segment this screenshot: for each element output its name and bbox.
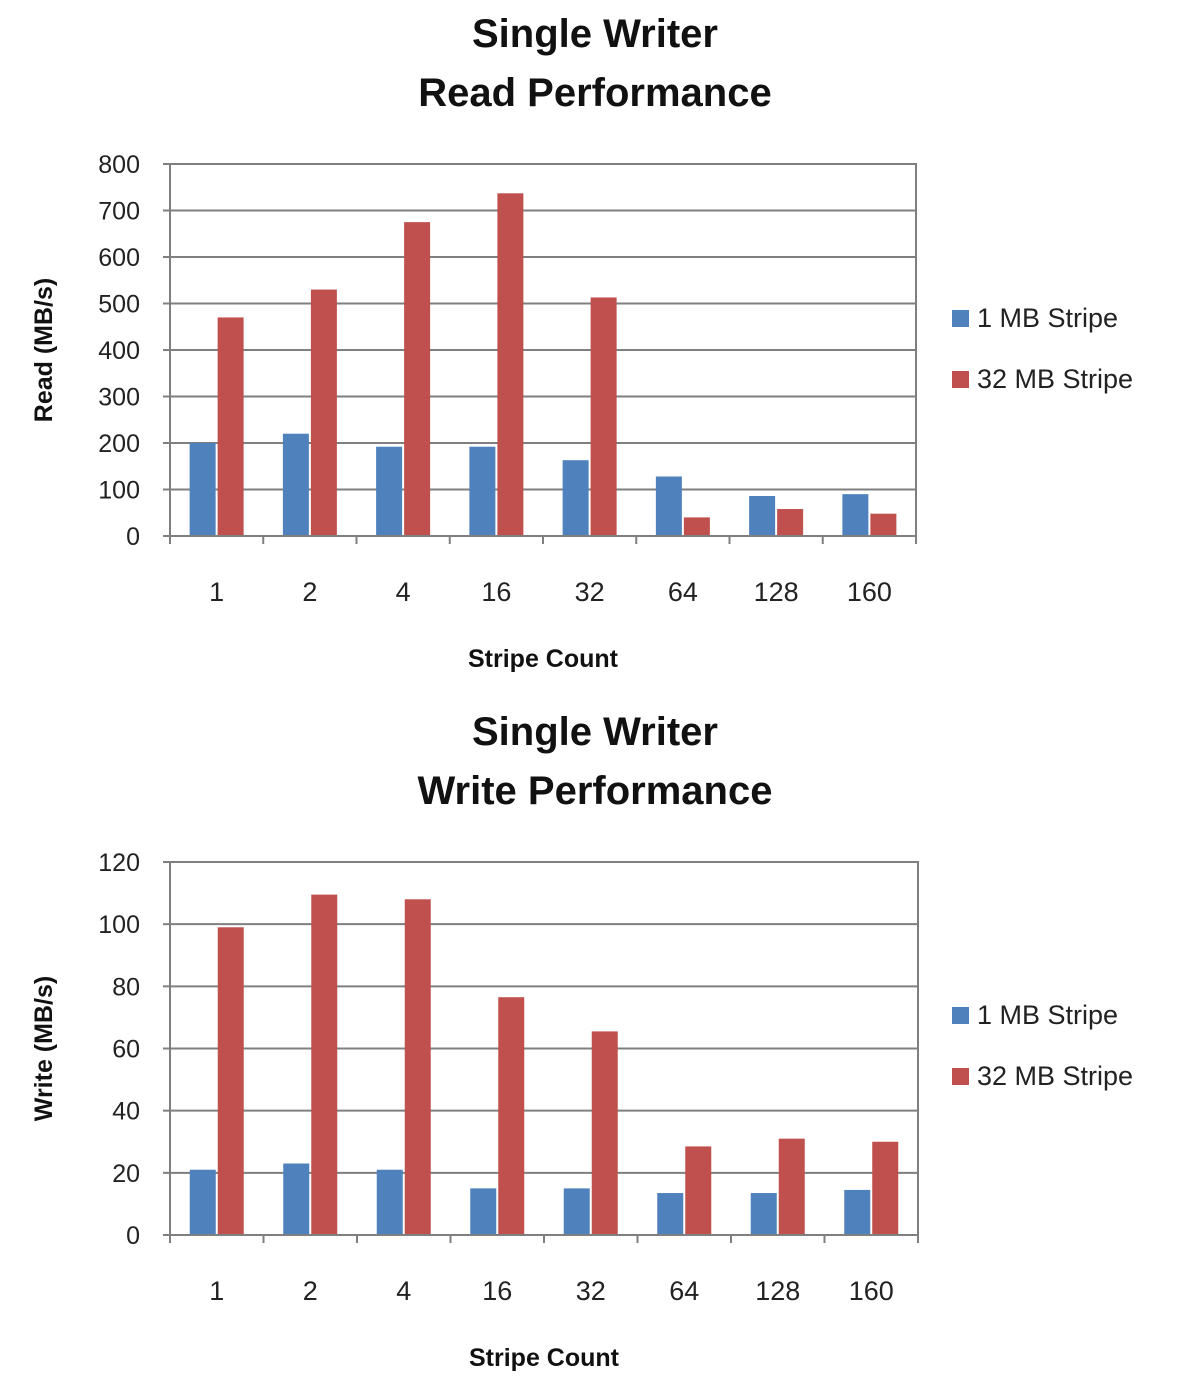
y-tick-label: 100 (98, 911, 140, 939)
x-tick-label: 160 (847, 577, 892, 607)
bar-series-1 (282, 433, 309, 536)
write-chart-plot: 0 20 40 60 80 100 120 1 2 4 16 32 64 128 160 Stripe Cou… (30, 849, 919, 1372)
x-axis-title: Stripe Count (469, 1344, 620, 1372)
bar-series-1 (842, 494, 869, 536)
y-axis-title: Write (MB/s) (30, 976, 58, 1121)
bar-series-1 (469, 446, 496, 536)
bar-series-2 (870, 513, 897, 536)
x-tick-label: 2 (303, 1276, 318, 1306)
bar-series-1 (189, 1169, 216, 1235)
x-tick-label: 1 (209, 1276, 224, 1306)
chart-title-line-2: Read Performance (418, 71, 772, 115)
y-tick-label: 20 (112, 1160, 140, 1188)
legend-swatch-series-1 (952, 1006, 969, 1024)
bar-series-2 (497, 193, 524, 537)
bar-series-2 (404, 899, 431, 1235)
y-tick-label: 100 (98, 477, 140, 505)
legend-item-series-1: 1 MB Stripe (952, 303, 1133, 333)
x-tick-label: 128 (754, 577, 799, 607)
y-tick-label: 0 (126, 1222, 140, 1250)
y-tick-label: 80 (112, 973, 140, 1001)
read-performance-chart: Single Writer Read Performance 0 100 200 30… (0, 0, 1190, 690)
legend-label-series-1: 1 MB Stripe (977, 302, 1119, 333)
bar-series-2 (217, 317, 244, 536)
y-tick-label: 120 (98, 849, 140, 877)
x-tick-label: 16 (481, 577, 511, 607)
bar-series-1 (376, 446, 403, 536)
chart-title: Single Writer Read Performance (300, 5, 890, 123)
legend-item-series-1: 1 MB Stripe (952, 1000, 1133, 1030)
chart-title-line-1: Single Writer (472, 710, 718, 754)
legend-label-series-2: 32 MB Stripe (977, 363, 1134, 394)
legend-swatch-series-2 (952, 1067, 969, 1085)
chart-legend: 1 MB Stripe 32 MB Stripe (952, 1000, 1133, 1122)
legend-item-series-2: 32 MB Stripe (952, 1061, 1133, 1091)
legend-swatch-series-1 (952, 309, 969, 327)
x-tick-label: 32 (575, 577, 605, 607)
legend-label-series-2: 32 MB Stripe (977, 1060, 1134, 1091)
y-tick-label: 40 (112, 1098, 140, 1126)
bar-series-2 (310, 289, 337, 536)
y-tick-label: 60 (112, 1036, 140, 1064)
y-tick-label: 700 (98, 198, 140, 226)
x-tick-label: 64 (668, 577, 698, 607)
x-tick-label: 2 (302, 577, 317, 607)
bar-series-2 (217, 927, 244, 1235)
y-tick-label: 800 (98, 151, 140, 179)
x-tick-label: 128 (755, 1276, 800, 1306)
legend-label-series-1: 1 MB Stripe (977, 999, 1119, 1030)
read-chart-plot: 0 100 200 300 400 500 600 700 800 1 2 4 16 32 64 128 160… (30, 151, 917, 673)
y-tick-label: 600 (98, 244, 140, 272)
legend-item-series-2: 32 MB Stripe (952, 364, 1133, 394)
bar-series-2 (777, 509, 804, 536)
chart-title: Single Writer Write Performance (300, 703, 890, 821)
bar-series-2 (778, 1138, 805, 1235)
x-tick-label: 4 (396, 577, 411, 607)
chart-title-line-1: Single Writer (472, 12, 718, 56)
write-performance-chart: Single Writer Write Performance 0 20 40 60 8… (0, 698, 1190, 1386)
bar-series-1 (655, 476, 682, 536)
bar-series-2 (591, 1031, 618, 1235)
bar-series-1 (562, 460, 589, 536)
x-axis-title: Stripe Count (468, 645, 619, 673)
x-tick-label: 32 (576, 1276, 606, 1306)
bar-series-1 (749, 496, 776, 536)
chart-legend: 1 MB Stripe 32 MB Stripe (952, 303, 1133, 425)
bar-series-2 (404, 222, 431, 536)
x-tick-label: 160 (849, 1276, 894, 1306)
x-tick-label: 4 (396, 1276, 411, 1306)
bar-series-1 (470, 1188, 497, 1235)
y-tick-label: 0 (126, 523, 140, 551)
y-tick-label: 400 (98, 337, 140, 365)
bar-series-1 (844, 1189, 871, 1235)
bar-series-2 (683, 517, 710, 536)
y-tick-label: 200 (98, 430, 140, 458)
bar-series-1 (189, 443, 216, 536)
bar-series-2 (685, 1146, 712, 1235)
y-tick-label: 300 (98, 384, 140, 412)
x-tick-label: 64 (669, 1276, 699, 1306)
bar-series-2 (872, 1141, 899, 1235)
chart-title-line-2: Write Performance (417, 769, 773, 813)
y-tick-label: 500 (98, 291, 140, 319)
bar-series-1 (750, 1193, 777, 1235)
x-tick-label: 1 (209, 577, 224, 607)
bar-series-1 (563, 1188, 590, 1235)
bar-series-2 (498, 997, 525, 1235)
x-tick-label: 16 (482, 1276, 512, 1306)
bar-series-2 (311, 894, 338, 1235)
bar-series-2 (590, 297, 617, 536)
y-axis-title: Read (MB/s) (30, 278, 58, 422)
bar-series-1 (376, 1169, 403, 1235)
legend-swatch-series-2 (952, 370, 969, 388)
bar-series-1 (657, 1193, 684, 1235)
bar-series-1 (283, 1163, 310, 1235)
